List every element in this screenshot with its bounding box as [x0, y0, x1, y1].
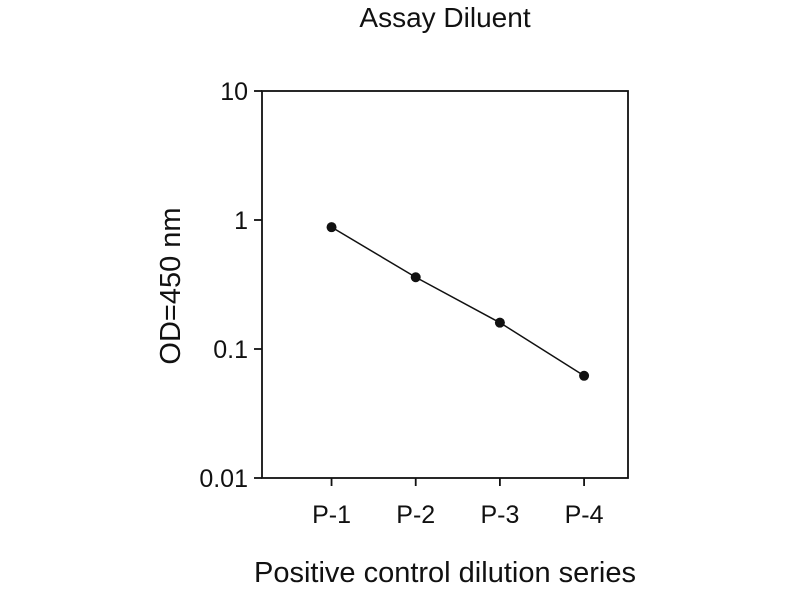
y-tick-label: 1 — [234, 207, 248, 235]
data-point — [494, 317, 505, 328]
x-tick-label: P-4 — [565, 501, 604, 529]
data-point — [410, 272, 421, 283]
x-tick-label: P-1 — [312, 501, 351, 529]
data-point — [579, 370, 590, 381]
x-tick-label: P-2 — [396, 501, 435, 529]
x-axis-title: Positive control dilution series — [253, 557, 636, 589]
plot-box — [261, 90, 629, 479]
y-tick-label: 10 — [220, 78, 248, 106]
data-point — [326, 222, 337, 233]
y-tick-label: 0.1 — [213, 336, 248, 364]
y-tick-label: 0.01 — [199, 465, 248, 493]
chart-title: Assay Diluent — [359, 2, 531, 33]
data-line — [331, 226, 585, 377]
x-tick-label: P-3 — [480, 501, 519, 529]
